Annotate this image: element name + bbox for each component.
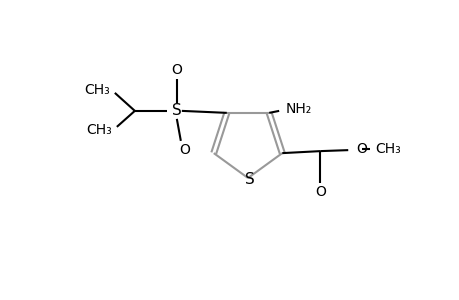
Text: O: O bbox=[355, 142, 366, 156]
Text: S: S bbox=[172, 103, 181, 118]
Text: CH₃: CH₃ bbox=[86, 123, 112, 137]
Text: O: O bbox=[171, 63, 182, 77]
Text: NH₂: NH₂ bbox=[285, 102, 312, 116]
Text: O: O bbox=[179, 143, 190, 157]
Text: CH₃: CH₃ bbox=[375, 142, 400, 156]
Text: O: O bbox=[314, 185, 325, 199]
Text: CH₃: CH₃ bbox=[84, 83, 110, 97]
Text: S: S bbox=[245, 172, 254, 187]
